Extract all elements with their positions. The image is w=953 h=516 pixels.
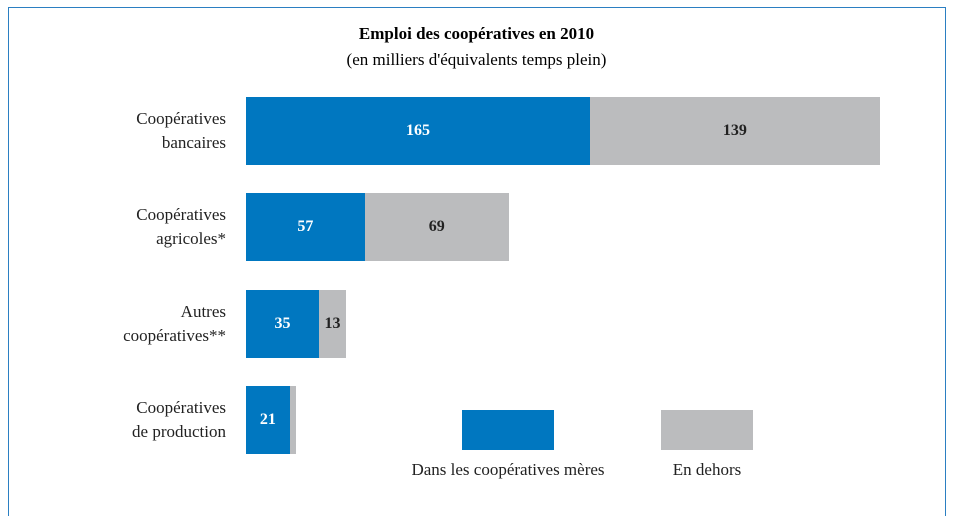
chart-title: Emploi des coopératives en 2010 [358,24,595,43]
value-label: 35 [274,315,291,332]
category-label: Coopératives bancaires [136,109,226,152]
chart-subtitle: (en milliers d'équivalents temps plein) [346,50,607,69]
frame [945,7,946,516]
bar-segment [289,386,297,454]
value-label: 165 [406,122,430,139]
value-label: 69 [428,218,445,235]
bar-segment [246,290,319,358]
value-label: 139 [722,122,747,139]
bar-segment [318,290,347,358]
frame [8,7,946,8]
bar-segment [246,386,290,454]
frame [8,7,9,516]
bar-segment [590,97,880,165]
legend-label: Dans les coopératives mères [411,460,605,479]
category-label: Coopératives agricoles* [136,205,226,248]
value-label: 13 [324,315,341,332]
value-label: 57 [297,218,314,235]
category-label: Autres coopératives** [123,302,226,345]
legend-swatch [661,410,753,450]
legend-label: En dehors [672,460,742,479]
bar-segment [246,193,365,261]
bar-segment [246,97,591,165]
legend-swatch [462,410,554,450]
value-label: 21 [259,411,276,428]
bar-segment [364,193,509,261]
category-label: Coopératives de production [132,398,226,441]
